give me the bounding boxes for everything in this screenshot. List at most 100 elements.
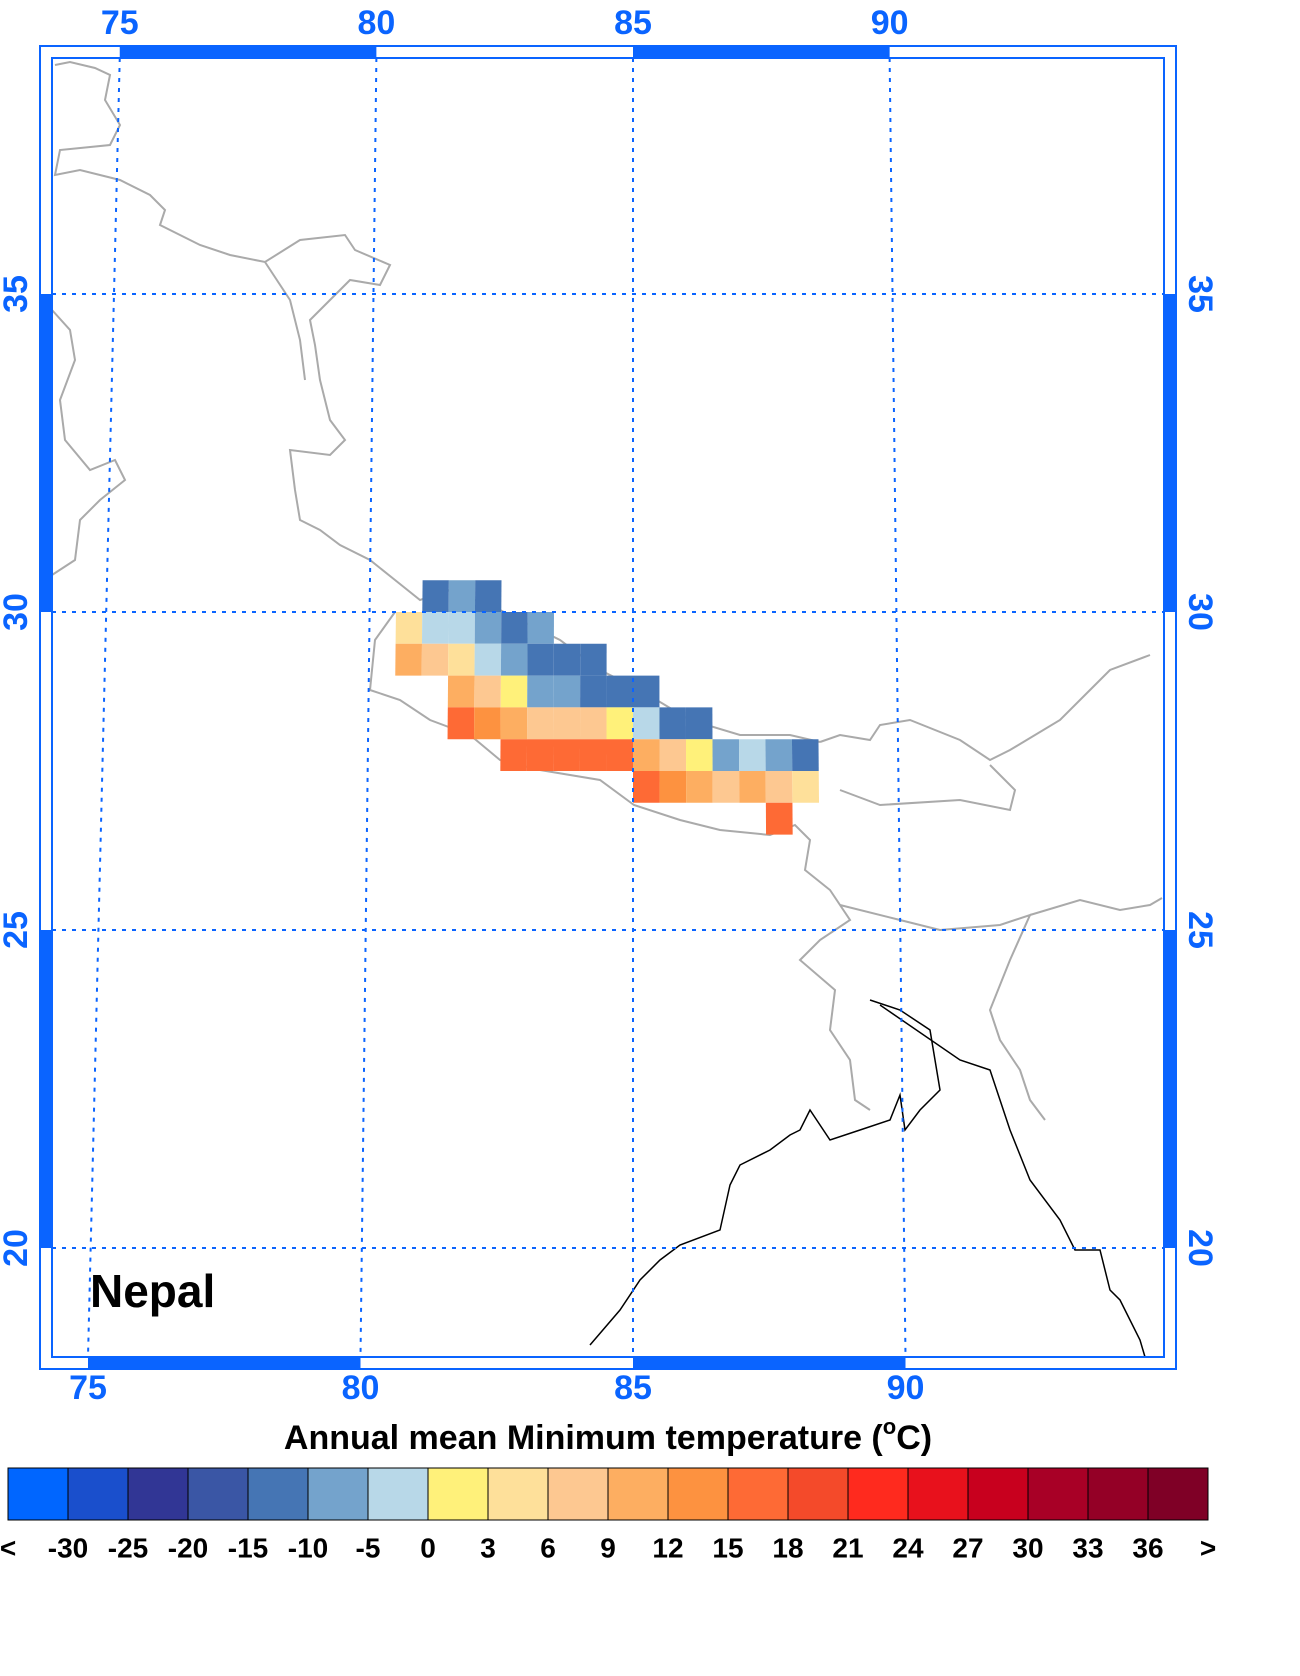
colorbar-box bbox=[487, 1467, 549, 1521]
meridian bbox=[888, 57, 907, 1358]
colorbar-box bbox=[727, 1467, 789, 1521]
cell bbox=[765, 771, 793, 803]
frame-bar bbox=[87, 1358, 361, 1368]
cell bbox=[792, 771, 820, 803]
colorbar-label: 9 bbox=[600, 1532, 616, 1563]
region-label: Nepal bbox=[90, 1265, 215, 1317]
cell bbox=[739, 771, 766, 803]
colorbar-box bbox=[667, 1467, 729, 1521]
cell bbox=[474, 580, 502, 612]
colorbar-box bbox=[1027, 1467, 1089, 1521]
border bbox=[839, 764, 1017, 812]
cell bbox=[580, 643, 607, 676]
colorbar-label: 3 bbox=[480, 1532, 496, 1563]
colorbar-label: 6 bbox=[540, 1532, 556, 1563]
cell bbox=[633, 675, 660, 708]
cell bbox=[606, 707, 633, 740]
lon-tick-label-bottom: 80 bbox=[342, 1369, 380, 1407]
colorbar-label: 33 bbox=[1072, 1532, 1103, 1563]
cell bbox=[712, 739, 740, 771]
lat-tick-label-right: 25 bbox=[1181, 911, 1219, 949]
cell bbox=[448, 612, 475, 644]
coastline bbox=[589, 999, 1146, 1358]
cell bbox=[686, 771, 713, 803]
lat-tick-label-right: 20 bbox=[1181, 1229, 1219, 1267]
colorbar-box bbox=[367, 1467, 429, 1521]
cell bbox=[553, 675, 581, 708]
cell bbox=[500, 707, 528, 740]
cell bbox=[527, 643, 554, 676]
cell bbox=[527, 675, 554, 708]
colorbar-title: Annual mean Minimum temperature (oC) bbox=[284, 1414, 932, 1457]
lon-tick-label-top: 90 bbox=[871, 4, 909, 42]
frame-inner bbox=[51, 57, 1165, 1358]
colorbar-label: 18 bbox=[772, 1532, 803, 1563]
cell bbox=[685, 707, 713, 740]
colorbar-box bbox=[7, 1467, 69, 1521]
coast bbox=[879, 1004, 1146, 1358]
cell bbox=[447, 675, 475, 708]
cell bbox=[448, 580, 476, 612]
cell bbox=[474, 707, 501, 740]
lon-tick-label-bottom: 85 bbox=[614, 1369, 652, 1407]
grid-cells bbox=[395, 580, 820, 835]
lon-tick-label-top: 85 bbox=[614, 4, 652, 42]
colorbar-box bbox=[427, 1467, 489, 1521]
lat-tick-label-left: 30 bbox=[0, 593, 35, 631]
colorbar-label: 12 bbox=[652, 1532, 683, 1563]
cell bbox=[474, 612, 502, 644]
colorbar-label: -30 bbox=[48, 1532, 88, 1563]
cell bbox=[474, 643, 502, 676]
lat-tick-label-left: 35 bbox=[0, 275, 35, 313]
colorbar-label: -10 bbox=[288, 1532, 328, 1563]
colorbar-box bbox=[967, 1467, 1029, 1521]
frame-bar bbox=[41, 294, 51, 612]
cell bbox=[633, 707, 660, 740]
colorbar-label: 27 bbox=[952, 1532, 983, 1563]
colorbar-label: < bbox=[0, 1532, 16, 1563]
colorbar: < -30 -25 -20 -15 -10 -5 0 3 6 9 12 15 18 21 24 27 30 33 36… bbox=[0, 1467, 1216, 1563]
cell bbox=[421, 643, 449, 676]
cell bbox=[448, 643, 475, 676]
cell bbox=[527, 612, 554, 644]
colorbar-box bbox=[1147, 1467, 1209, 1521]
colorbar-box bbox=[847, 1467, 909, 1521]
cell bbox=[553, 739, 581, 771]
lat-tick-label-right: 30 bbox=[1181, 593, 1219, 631]
cell bbox=[633, 739, 660, 771]
colorbar-label: 0 bbox=[420, 1532, 436, 1563]
border bbox=[368, 611, 871, 1111]
cell bbox=[474, 675, 501, 708]
colorbar-box bbox=[247, 1467, 309, 1521]
coast bbox=[589, 999, 941, 1346]
title-text: Annual mean Minimum temperature ( bbox=[284, 1419, 884, 1457]
border bbox=[1029, 897, 1163, 916]
colorbar-box bbox=[127, 1467, 189, 1521]
frame-bar bbox=[1165, 294, 1175, 612]
cell bbox=[421, 612, 449, 644]
meridian bbox=[359, 57, 378, 1358]
cell bbox=[500, 739, 528, 771]
lat-tick-label-right: 35 bbox=[1181, 275, 1219, 313]
colorbar-label: -25 bbox=[108, 1532, 148, 1563]
cell bbox=[526, 739, 554, 771]
cell bbox=[580, 707, 607, 740]
cell bbox=[765, 739, 793, 771]
frame-bar bbox=[633, 47, 890, 57]
colorbar-box bbox=[187, 1467, 249, 1521]
colorbar-box bbox=[307, 1467, 369, 1521]
cell bbox=[579, 739, 607, 771]
cell bbox=[395, 612, 423, 644]
border bbox=[839, 904, 1046, 1121]
border bbox=[819, 654, 1151, 762]
frame-bar bbox=[633, 1358, 906, 1368]
cell bbox=[685, 739, 713, 771]
colorbar-label: 30 bbox=[1012, 1532, 1043, 1563]
cell bbox=[659, 739, 687, 771]
border bbox=[51, 309, 127, 576]
colorbar-box bbox=[547, 1467, 609, 1521]
cell bbox=[553, 707, 581, 740]
lon-tick-label-top: 75 bbox=[101, 4, 139, 42]
